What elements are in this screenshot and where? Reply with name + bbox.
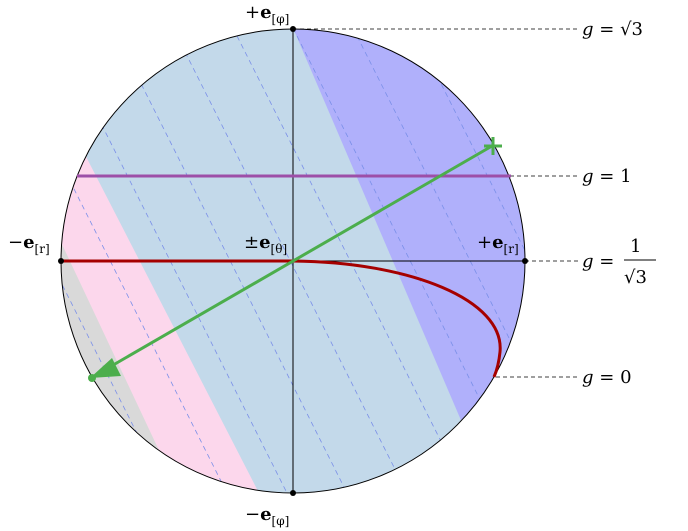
g-zero-label: g = 0 — [582, 367, 632, 388]
g-inv-sqrt3-num: 1 — [630, 236, 641, 257]
label-top: +e[φ] — [245, 2, 289, 26]
label-right: +e[r] — [477, 232, 519, 256]
left-dot — [58, 258, 64, 264]
red-curve — [61, 259, 502, 378]
right-dot — [522, 258, 528, 264]
green-arrow-head — [90, 358, 121, 378]
dashed-guide-line — [61, 29, 169, 493]
g-sqrt3-label: g = √3 — [582, 19, 643, 40]
g-one-label: g = 1 — [582, 166, 632, 187]
label-center: ±e[θ] — [244, 232, 287, 256]
top-dot — [290, 26, 296, 32]
green-end-dot — [88, 374, 96, 382]
bottom-dot — [290, 490, 296, 496]
g-inv-sqrt3-lhs: g = — [582, 251, 614, 272]
g-inv-sqrt3-den: √3 — [624, 267, 647, 288]
green-arrow-shaft — [107, 144, 493, 370]
label-left: −e[r] — [8, 232, 50, 256]
label-bottom: −e[φ] — [245, 504, 289, 528]
